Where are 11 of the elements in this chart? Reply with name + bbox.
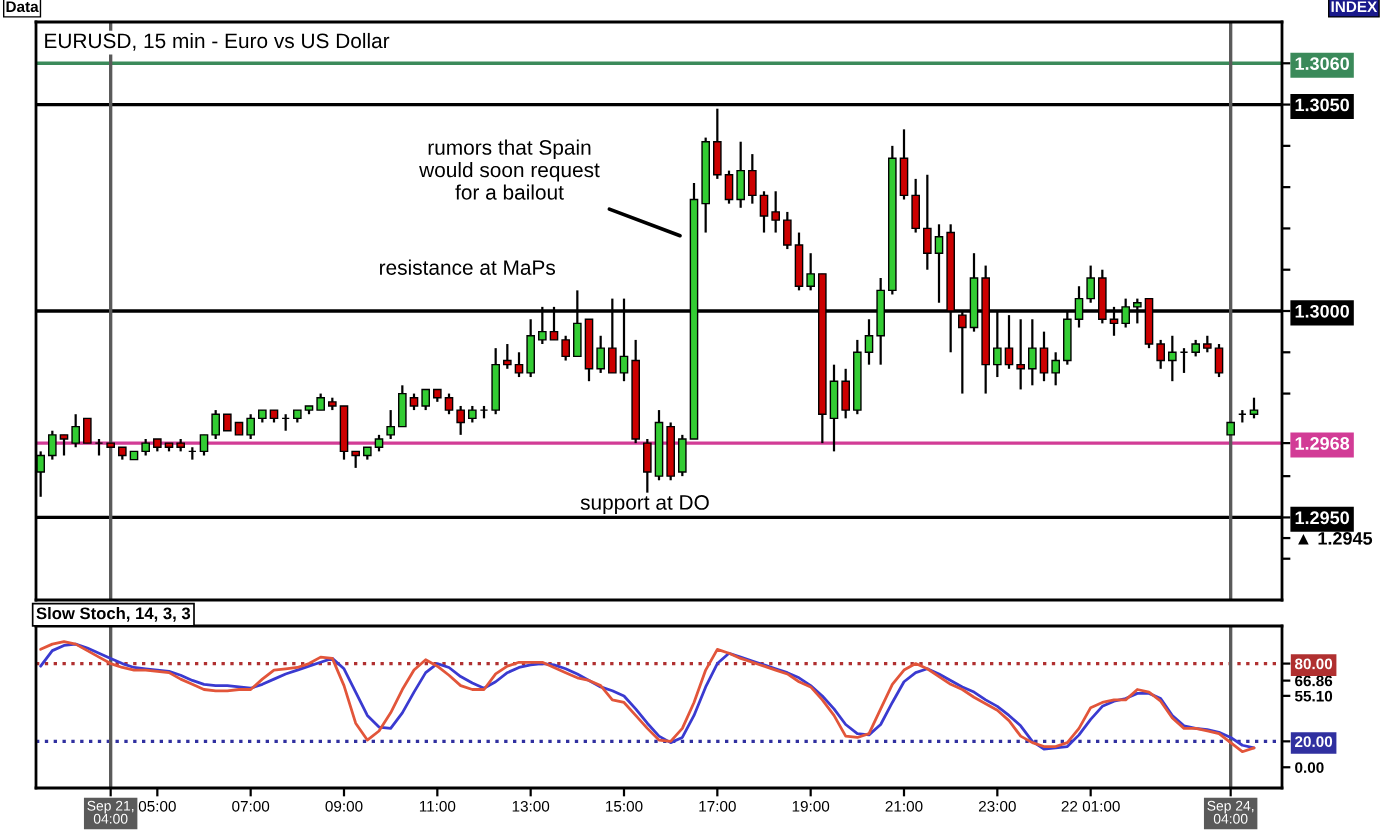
y-tick-label: 1.2968 — [1295, 437, 1350, 450]
annotation: rumors that Spain would soon request for a bailout — [419, 139, 600, 200]
annotation: support at DO — [580, 495, 709, 514]
chart-title: EURUSD, 15 min - Euro vs US Dollar — [45, 32, 390, 51]
chart-title: Slow Stoch, 14, 3, 3 — [36, 606, 191, 622]
y-tick-label: 1.3000 — [1295, 304, 1349, 318]
y-tick-label: ▲ 1.2945 — [1298, 532, 1373, 545]
y-tick-label: 1.2950 — [1295, 511, 1349, 525]
y-tick-label: 1.3050 — [1295, 98, 1349, 112]
y-tick-label: 1.3060 — [1295, 57, 1349, 71]
annotation: resistance at MaPs — [380, 259, 556, 275]
